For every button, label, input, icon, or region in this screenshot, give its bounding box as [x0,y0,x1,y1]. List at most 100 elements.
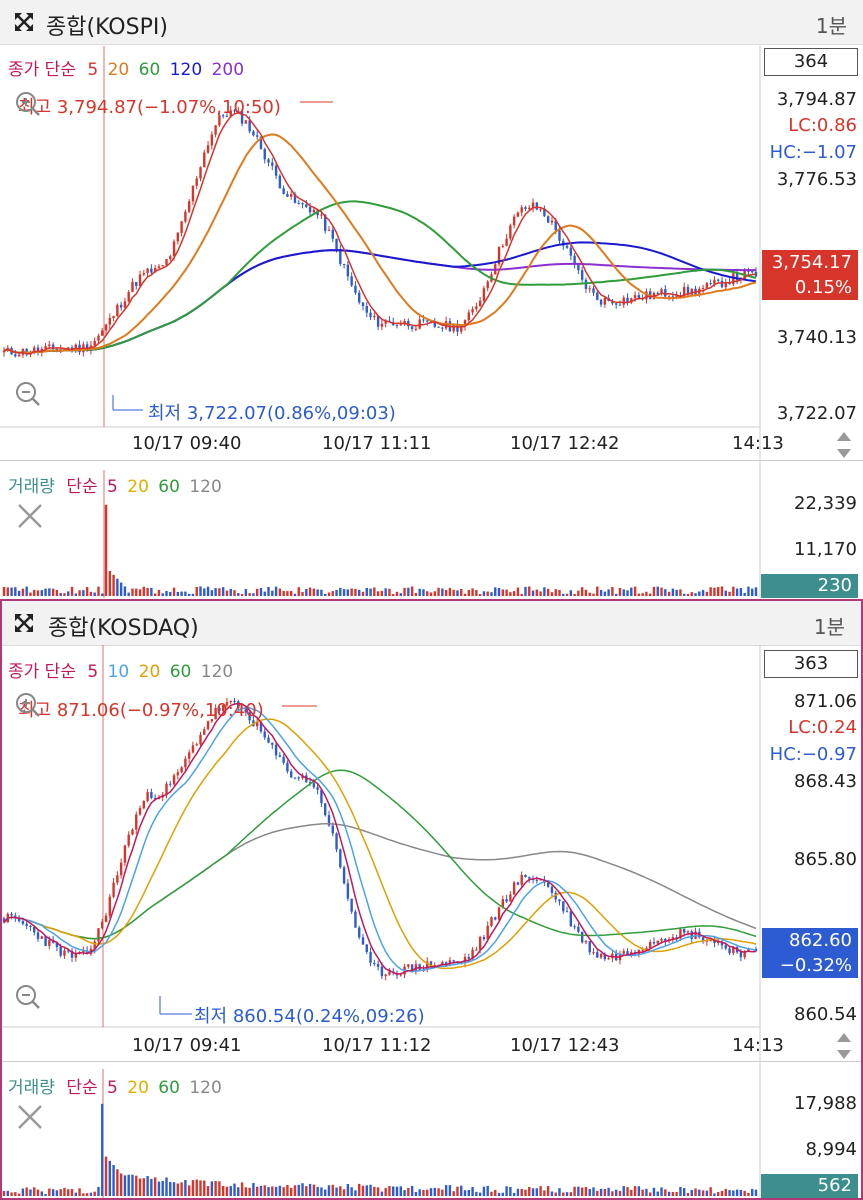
candle-body [475,949,478,951]
volume-bar [78,1188,81,1196]
legend-ma10: 10 [107,662,130,682]
volume-bar [596,1190,599,1196]
scroll-arrows[interactable] [832,1029,856,1063]
interval-selector[interactable]: 1분 [815,14,847,38]
candle-body [59,349,62,352]
volume-bar [614,1189,618,1196]
volume-bar [388,588,391,596]
volume-bar [475,590,478,596]
volume-bar [535,589,539,596]
volume-bar [524,586,527,596]
close-icon[interactable] [16,1103,44,1131]
volume-bar [641,593,644,596]
interval-selector[interactable]: 1분 [813,615,845,639]
zoom-in-icon[interactable] [14,691,42,719]
ma120-line [3,823,757,940]
candle-body [97,928,100,942]
volume-bar [229,588,232,596]
candle-body [747,270,750,272]
volume-bar [407,587,410,596]
volume-bar [645,591,648,596]
volume-bar [422,1189,425,1196]
kosdaq-price-chart[interactable] [2,601,861,1198]
volume-bar [21,1188,25,1196]
candle-body [184,211,187,222]
candle-body [395,972,399,976]
volume-bar [157,589,161,596]
candle-body [339,248,342,264]
legend-ma60: 60 [138,60,161,80]
volume-bar [531,590,535,596]
volume-bar [176,591,180,596]
volume-bar [399,593,402,596]
y-tick: 3,740.13 [776,327,857,348]
zoom-out-icon[interactable] [14,380,42,408]
vol-legend-prefix: 거래량 [8,1078,55,1098]
candle-body [21,921,25,924]
volume-bar [667,591,671,596]
volume-bar [550,592,554,596]
volume-bar [683,593,686,596]
volume-bar [48,1188,51,1196]
zoom-in-icon[interactable] [14,90,42,118]
candle-body [667,296,671,298]
expand-icon[interactable] [12,611,36,635]
candle-body [460,961,463,963]
candle-count-box[interactable]: 363 [764,650,858,678]
scroll-arrows[interactable] [832,428,856,462]
candle-body [403,320,406,325]
candle-count-box[interactable]: 364 [764,48,858,76]
candle-body [259,136,263,150]
volume-bar [490,592,493,596]
zoom-out-icon[interactable] [14,983,42,1011]
candle-body [70,347,74,351]
candle-body [543,879,546,883]
expand-icon[interactable] [12,10,36,34]
candle-body [172,241,176,257]
volume-bar [278,588,282,596]
volume-bar [675,1191,678,1196]
candle-body [614,303,618,305]
volume-bar [754,587,758,596]
kospi-price-chart[interactable] [0,0,863,598]
candles [2,105,758,358]
candle-body [203,152,206,168]
candle-body [588,288,591,290]
candle-body [131,829,134,835]
volume-bar [82,590,85,596]
candle-body [509,225,512,239]
candle-body [282,188,285,194]
close-icon[interactable] [16,502,44,530]
vol-legend-ma60: 60 [158,477,180,497]
y-tick: 865.80 [794,849,857,870]
volume-bar [263,591,266,596]
candle-body [392,971,395,973]
candle-body [70,950,74,958]
candle-body [36,347,40,353]
candle-body [255,135,259,137]
candle-body [101,330,104,336]
candle-body [123,301,127,308]
candle-body [724,945,727,949]
volume-last-badge: 562 [761,1174,858,1198]
divider [2,1061,861,1062]
candle-body [456,323,459,332]
volume-bar [747,586,750,596]
candle-body [361,937,365,945]
volume-bar [293,593,297,596]
candle-body [531,202,535,208]
candle-body [274,165,278,176]
candle-body [293,194,297,203]
ma5-line [3,702,757,975]
volume-bar [475,1191,478,1196]
volume-bar [520,1188,523,1196]
volume-bar [138,1178,142,1196]
volume-bar [312,1184,316,1196]
candle-body [324,214,327,231]
candle-body [135,281,138,286]
candle-body [358,292,361,303]
candle-body [187,752,191,759]
volume-bar [558,589,561,596]
candle-body [667,939,671,941]
volume-bar [539,591,542,596]
